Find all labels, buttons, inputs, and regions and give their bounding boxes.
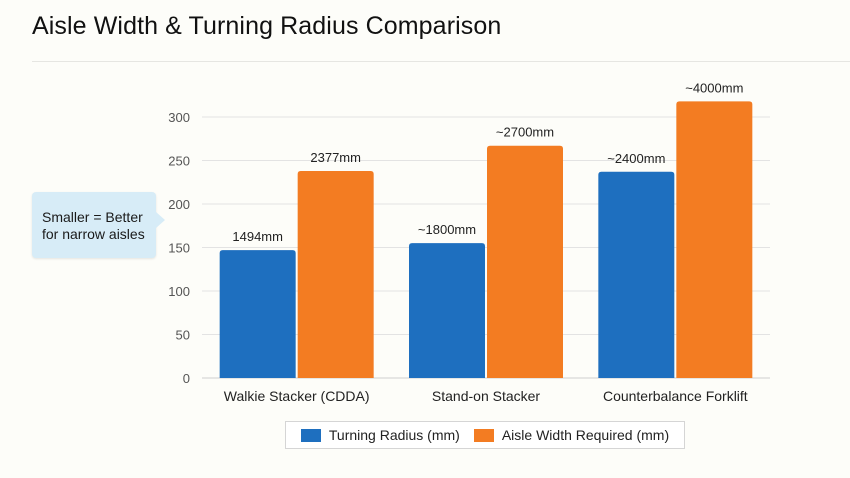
data-label: 1494mm: [232, 229, 283, 244]
y-tick-label: 100: [168, 284, 190, 299]
bar: [598, 171, 675, 378]
data-label: ~1800mm: [418, 222, 476, 237]
x-tick-label: Counterbalance Forklift: [603, 388, 748, 404]
y-tick-label: 0: [183, 371, 190, 386]
legend-label-turning-radius: Turning Radius (mm): [328, 427, 460, 443]
y-tick-label: 250: [168, 154, 190, 169]
legend-swatch-turning-radius: [300, 428, 321, 442]
x-tick-label: Stand-on Stacker: [432, 388, 541, 404]
title-divider: [32, 61, 850, 62]
legend-item-aisle-width: Aisle Width Required (mm): [473, 427, 670, 443]
callout-text: Smaller = Better for narrow aisles: [42, 209, 145, 242]
bar: [297, 170, 374, 378]
legend: Turning Radius (mm) Aisle Width Required…: [285, 421, 685, 449]
callout-note: Smaller = Better for narrow aisles: [32, 192, 165, 258]
bar: [676, 101, 753, 378]
bar: [219, 250, 296, 378]
data-label: ~4000mm: [685, 80, 743, 95]
data-label: 2377mm: [310, 150, 361, 165]
legend-swatch-aisle-width: [473, 428, 494, 442]
y-tick-label: 50: [176, 328, 190, 343]
data-label: ~2400mm: [607, 151, 665, 166]
bar: [409, 243, 485, 378]
legend-item-turning-radius: Turning Radius (mm): [300, 427, 460, 443]
legend-label-aisle-width: Aisle Width Required (mm): [501, 427, 670, 443]
x-tick-label: Walkie Stacker (CDDA): [224, 388, 370, 404]
y-tick-label: 150: [168, 241, 190, 256]
y-tick-label: 300: [168, 110, 190, 125]
data-label: ~2700mm: [496, 125, 554, 140]
chart-title: Aisle Width & Turning Radius Comparison: [32, 12, 502, 40]
y-tick-label: 200: [168, 197, 190, 212]
bar: [487, 145, 563, 378]
